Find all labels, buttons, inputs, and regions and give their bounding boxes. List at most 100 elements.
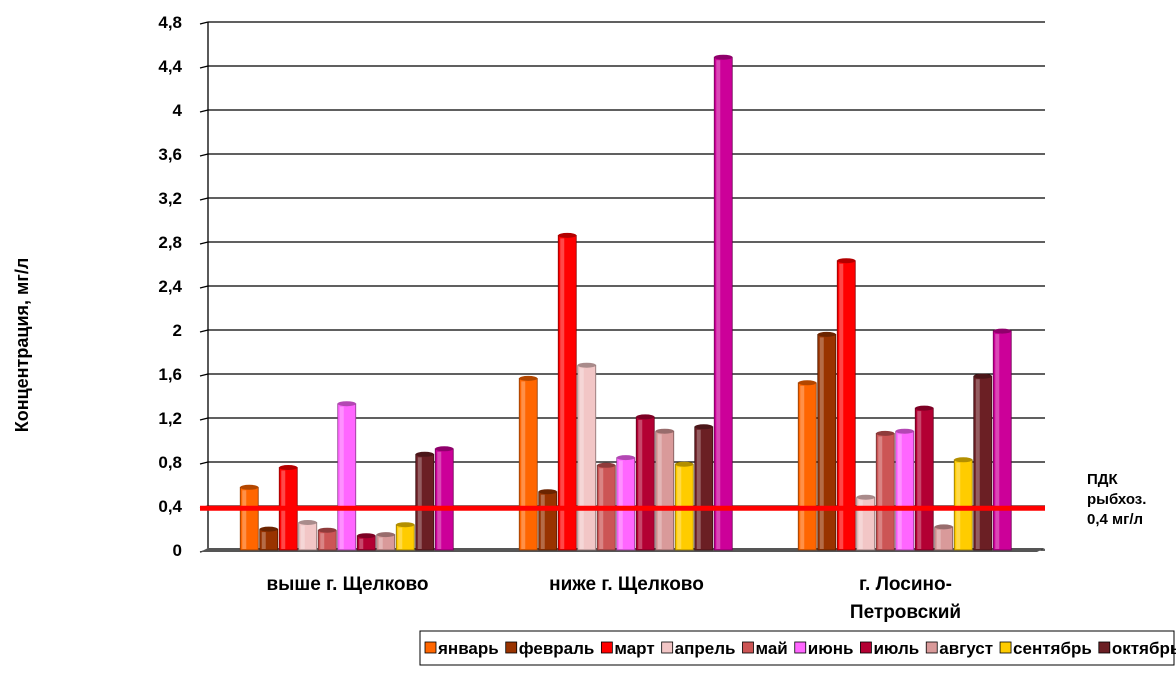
legend-item: июнь — [794, 639, 854, 658]
bar-top — [915, 405, 934, 411]
bar-highlight — [638, 419, 643, 549]
y-tick-label: 4,4 — [158, 57, 182, 76]
gridline-tick — [199, 417, 209, 421]
y-tick-label: 3,6 — [158, 145, 182, 164]
bar-top — [357, 533, 376, 539]
y-tick-labels: 0 0,4 0,8 1,2 1,6 2 2,4 2,8 3,2 3,6 4 4,4 4,8 — [158, 13, 182, 560]
legend-swatch — [1098, 641, 1111, 654]
bar-highlight — [359, 538, 364, 549]
bar-highlight — [378, 537, 383, 549]
bar-top — [876, 430, 895, 436]
y-tick-label: 1,2 — [158, 409, 182, 428]
legend-swatch — [600, 641, 613, 654]
y-tick-label: 0,4 — [158, 497, 182, 516]
bar-top — [396, 522, 415, 528]
bar — [973, 373, 993, 551]
legend-label: февраль — [519, 639, 595, 658]
bar — [992, 328, 1012, 551]
bar-highlight — [975, 379, 980, 549]
reference-line-label: ПДК — [1087, 471, 1118, 488]
legend-item: сентябрь — [999, 639, 1092, 658]
bar-highlight — [300, 525, 305, 549]
legend-item: март — [600, 639, 655, 658]
bar-top — [240, 484, 259, 490]
bar-top — [415, 451, 434, 457]
bar — [895, 428, 915, 551]
bar — [934, 524, 954, 551]
bar-top — [714, 54, 733, 60]
y-tick-label: 0 — [173, 541, 182, 560]
y-axis-label: Концентрация, мг/л — [12, 258, 32, 433]
legend-swatch — [505, 641, 518, 654]
bar — [953, 457, 973, 551]
bar-top — [837, 258, 856, 264]
legend: январь февраль март апрель май июнь июль август… — [419, 630, 1176, 666]
legend-item: август — [925, 639, 993, 658]
y-tick-label: 4 — [173, 101, 183, 120]
bar-top — [856, 494, 875, 500]
bar — [557, 232, 577, 551]
bar-top — [577, 362, 596, 368]
bar-top — [298, 520, 317, 525]
reference-line-label: рыбхоз. — [1087, 491, 1146, 508]
bar — [713, 54, 733, 551]
bar — [259, 526, 279, 551]
bar-highlight — [242, 490, 247, 549]
bars — [239, 54, 1012, 551]
legend-label: сентябрь — [1013, 639, 1092, 658]
legend-label: апрель — [675, 639, 736, 658]
bar — [914, 405, 934, 551]
bar-top — [675, 461, 694, 467]
bar-top — [993, 328, 1012, 334]
bar-top — [954, 457, 973, 463]
bar-highlight — [897, 434, 902, 549]
bar-highlight — [657, 434, 662, 549]
bar-highlight — [521, 381, 526, 549]
legend-swatch — [860, 641, 872, 654]
legend-item: февраль — [505, 639, 595, 658]
y-tick-label: 2,8 — [158, 233, 182, 252]
bar-top — [337, 401, 356, 407]
bar — [415, 451, 435, 551]
legend-swatch — [424, 641, 437, 654]
gridline-tick — [199, 285, 209, 289]
bar-highlight — [339, 406, 344, 549]
y-tick-label: 0,8 — [158, 453, 182, 472]
bar-highlight — [936, 529, 941, 549]
bar — [538, 489, 558, 551]
bar — [694, 424, 714, 551]
y-tick-label: 2,4 — [158, 277, 182, 296]
bar — [817, 331, 837, 551]
legend-label: июль — [873, 639, 919, 658]
bar-highlight — [716, 60, 721, 549]
bar-top — [817, 331, 836, 337]
reference-line-label: 0,4 мг/л — [1087, 511, 1143, 528]
legend-label: июнь — [808, 639, 854, 658]
bar-top — [798, 380, 817, 386]
y-tick-label: 2 — [173, 321, 182, 340]
bar-top — [597, 462, 616, 468]
bar — [655, 428, 675, 551]
legend-label: май — [755, 639, 787, 658]
gridline-tick — [199, 153, 209, 157]
bar — [577, 362, 597, 551]
category-labels: выше г. Щелково ниже г. Щелково г. Лосино-… — [266, 574, 961, 623]
bar-top — [616, 455, 635, 461]
bar — [356, 533, 376, 551]
bar-highlight — [540, 494, 545, 549]
bar — [856, 494, 876, 551]
bar — [434, 446, 454, 551]
gridline-tick — [199, 329, 209, 333]
bar — [239, 484, 259, 551]
bar — [635, 414, 655, 551]
gridline-tick — [199, 241, 209, 245]
bar-highlight — [878, 436, 883, 549]
y-tick-label: 3,2 — [158, 189, 182, 208]
legend-item: май — [742, 639, 788, 658]
bar-top — [259, 526, 278, 532]
bar-top — [934, 524, 953, 530]
gridline-tick — [199, 197, 209, 201]
bar — [395, 522, 415, 551]
bar-highlight — [696, 429, 701, 549]
